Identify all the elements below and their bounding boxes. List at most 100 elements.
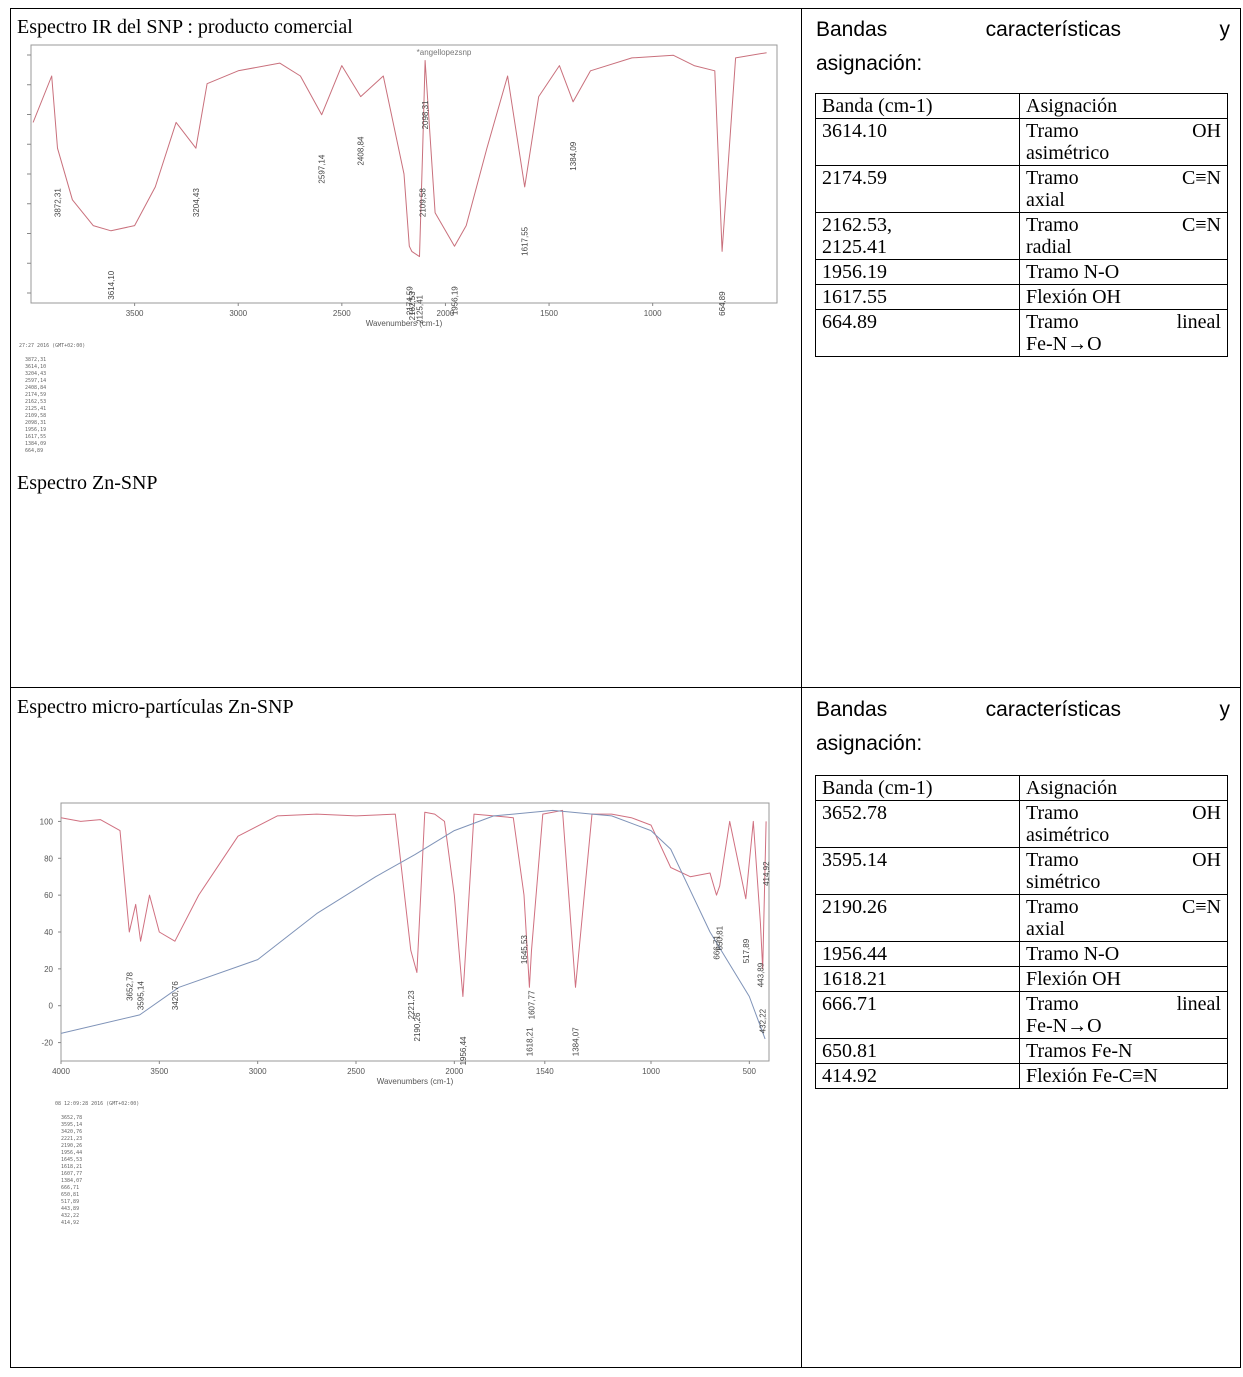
y-tick-label: 20 xyxy=(44,965,53,974)
peak-label: 664,89 xyxy=(718,291,727,316)
heading-word: y xyxy=(1219,698,1230,721)
peak-label: 2125,41 xyxy=(415,294,424,323)
spectrum-line xyxy=(60,809,766,1040)
x-tick-label: 2500 xyxy=(333,309,351,318)
x-tick-label: 3000 xyxy=(249,1067,267,1076)
bottom-spectrum-title: Espectro micro-partículas Zn-SNP xyxy=(17,696,294,718)
assignment-cell: Tramos Fe-N xyxy=(1019,1038,1228,1064)
band-cell: 1956.19 xyxy=(815,259,1020,285)
table-row: 1956.19 Tramo N-O xyxy=(815,259,1228,285)
spectrum-line xyxy=(32,52,767,258)
table-header-cell: Asignación xyxy=(1019,775,1228,801)
peak-label: 1956,44 xyxy=(459,1036,468,1065)
top-peak-printout: 27:27 2016 (GMT+02:00) 3872,31 3614,10 3… xyxy=(19,343,86,454)
assignment-cell: Tramo C≡N axial xyxy=(1019,165,1228,213)
heading-word: Bandas xyxy=(816,18,888,41)
table-header-cell: Asignación xyxy=(1019,93,1228,119)
x-tick-label: 1540 xyxy=(536,1067,554,1076)
top-spectrum-chart: *angellopezsnp 3500 3000 2500 2000 1500 1000 Wa… xyxy=(19,41,789,341)
peak-label: 2190,26 xyxy=(413,1012,422,1041)
y-tick-label: 100 xyxy=(40,817,54,826)
column-divider xyxy=(801,9,802,1367)
assignment-cell: Tramo lineal Fe-N→O xyxy=(1019,991,1228,1039)
table-row: 3595.14 Tramo OH simétrico xyxy=(815,847,1228,895)
peak-label: 1956,19 xyxy=(451,286,460,315)
peak-label: 666,71 xyxy=(713,935,722,960)
assignment-cell: Tramo C≡N axial xyxy=(1019,894,1228,942)
peak-label: 517,89 xyxy=(742,938,751,963)
x-tick-label: 2000 xyxy=(437,309,455,318)
y-tick-label: 0 xyxy=(49,1002,54,1011)
x-tick-label: 2500 xyxy=(347,1067,365,1076)
bottom-spectrum-chart: 4000 3500 3000 2500 2000 1540 100 0 500 Wavenumbe… xyxy=(19,789,779,1099)
bottom-bands-heading: Bandas características y asignación: xyxy=(816,693,1230,761)
band-cell: 3595.14 xyxy=(815,847,1020,895)
assignment-cell: Tramo C≡N radial xyxy=(1019,212,1228,260)
peak-label: 414,92 xyxy=(762,861,771,886)
top-spectrum-subtitle: Espectro Zn-SNP xyxy=(17,472,158,494)
assignment-cell: Tramo N-O xyxy=(1019,259,1228,285)
band-cell: 664.89 xyxy=(815,309,1020,357)
table-row: 2174.59 Tramo C≡N axial xyxy=(815,165,1228,213)
y-tick-label: 60 xyxy=(44,891,53,900)
band-cell: 650.81 xyxy=(815,1038,1020,1064)
peak-label: 1607,77 xyxy=(527,990,536,1019)
y-tick-label: -20 xyxy=(41,1039,53,1048)
band-cell: 1618.21 xyxy=(815,966,1020,992)
x-tick-label: 3500 xyxy=(126,309,144,318)
x-tick-label: 4000 xyxy=(52,1067,70,1076)
x-axis-label: Wavenumbers (cm-1) xyxy=(377,1077,454,1086)
table-row: 2190.26 Tramo C≡N axial xyxy=(815,894,1228,942)
table-row: 1617.55 Flexión OH xyxy=(815,284,1228,310)
heading-line-2: asignación: xyxy=(816,732,923,755)
top-bands-heading: Bandas características y asignación: xyxy=(816,13,1230,81)
band-cell: 666.71 xyxy=(815,991,1020,1039)
x-tick-label: 3500 xyxy=(150,1067,168,1076)
heading-word: y xyxy=(1219,18,1230,41)
table-row: 3614.10 Tramo OH asimétrico xyxy=(815,118,1228,166)
peak-label: 3595,14 xyxy=(137,981,146,1010)
table-row: 1956.44 Tramo N-O xyxy=(815,941,1228,967)
x-tick-label: 1500 xyxy=(540,309,558,318)
x-tick-label: 1000 xyxy=(644,309,662,318)
peak-label: 3204,43 xyxy=(192,188,201,217)
band-cell: 1617.55 xyxy=(815,284,1020,310)
table-header-cell: Banda (cm-1) xyxy=(815,775,1020,801)
band-cell: 2190.26 xyxy=(815,894,1020,942)
peak-label: 1617,55 xyxy=(521,226,530,255)
peak-label: 1618,21 xyxy=(525,1027,534,1056)
band-cell: 3652.78 xyxy=(815,800,1020,848)
table-row: 3652.78 Tramo OH asimétrico xyxy=(815,800,1228,848)
x-tick-label: 2000 xyxy=(445,1067,463,1076)
peak-label: 2221,23 xyxy=(407,990,416,1019)
peak-label: 1645,53 xyxy=(520,935,529,964)
assignment-cell: Flexión OH xyxy=(1019,966,1228,992)
band-cell: 2174.59 xyxy=(815,165,1020,213)
x-tick-label: 500 xyxy=(743,1067,757,1076)
x-tick-label: 3000 xyxy=(229,309,247,318)
peak-label: 2408,84 xyxy=(357,136,366,165)
table-row: 664.89 Tramo lineal Fe-N→O xyxy=(815,309,1228,357)
peak-label: 1384,09 xyxy=(569,141,578,170)
bottom-ir-spectrum-svg: 4000 3500 3000 2500 2000 1540 100 0 500 Wavenumbe… xyxy=(40,802,771,1086)
y-tick-label: 80 xyxy=(44,854,53,863)
assignment-cell: Flexión OH xyxy=(1019,284,1228,310)
bottom-bands-table: Banda (cm-1) Asignación 3652.78 Tramo OH asim… xyxy=(815,775,1228,1089)
heading-word: Bandas xyxy=(816,698,888,721)
peak-label: 650,81 xyxy=(716,925,725,950)
assignment-cell: Flexión Fe-C≡N xyxy=(1019,1063,1228,1089)
assignment-cell: Tramo N-O xyxy=(1019,941,1228,967)
band-cell: 3614.10 xyxy=(815,118,1020,166)
peak-label: 3872,31 xyxy=(53,188,62,217)
band-cell: 414.92 xyxy=(815,1063,1020,1089)
top-spectrum-title: Espectro IR del SNP : producto comercial xyxy=(17,16,353,38)
assignment-cell: Tramo lineal Fe-N→O xyxy=(1019,309,1228,357)
peak-label: 2098,31 xyxy=(421,100,430,129)
table-row: 650.81 Tramos Fe-N xyxy=(815,1038,1228,1064)
bottom-peak-printout: 08 12:09:28 2016 (GMT+02:00) 3652,78 359… xyxy=(55,1101,140,1226)
top-bands-table: Banda (cm-1) Asignación 3614.10 Tramo OH asim… xyxy=(815,93,1228,357)
peak-label: 3652,78 xyxy=(125,971,134,1000)
table-row: 414.92 Flexión Fe-C≡N xyxy=(815,1063,1228,1089)
peak-label: 3614,10 xyxy=(107,270,116,299)
spectrum-line xyxy=(60,809,767,997)
